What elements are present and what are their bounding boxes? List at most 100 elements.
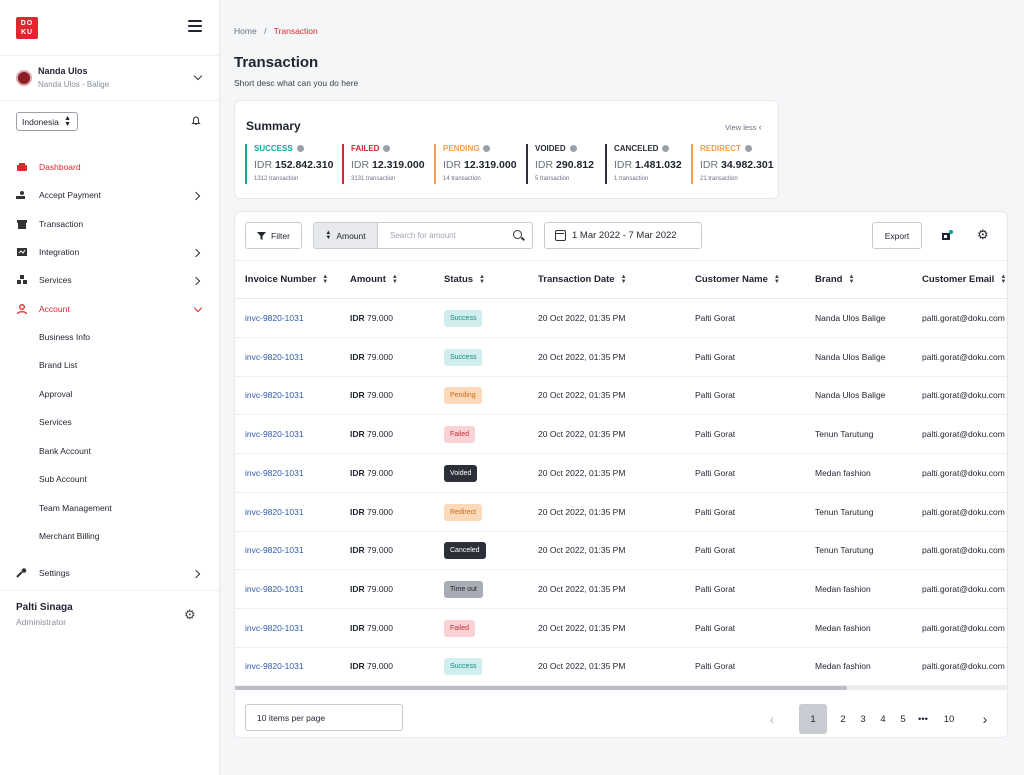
chevron-right-icon[interactable] — [191, 276, 201, 286]
table-row[interactable]: invc-9820-1031 IDR 79.000 Time out 20 Oct 2… — [235, 570, 1007, 609]
chevron-right-icon[interactable] — [191, 248, 201, 258]
amount-currency: IDR — [350, 390, 365, 401]
column-header[interactable]: Invoice Number ▲ ▼ — [245, 273, 329, 286]
merchant-switcher[interactable]: Nanda Ulos Nanda Ulos - Balige — [0, 55, 219, 101]
chevron-right-icon[interactable] — [191, 569, 201, 579]
transaction-date-cell: 20 Oct 2022, 01:35 PM — [538, 313, 626, 323]
info-icon[interactable] — [483, 145, 491, 152]
table-row[interactable]: invc-9820-1031 IDR 79.000 Success 20 Oct 20… — [235, 338, 1007, 377]
info-icon[interactable] — [662, 145, 670, 152]
invoice-link[interactable]: invc-9820-1031 — [245, 506, 304, 517]
sidebar-subitem-bank-account[interactable]: Bank Account — [39, 446, 91, 456]
column-header-label: Amount — [350, 274, 386, 285]
invoice-link[interactable]: invc-9820-1031 — [245, 313, 304, 323]
sidebar-item-accept-payment[interactable]: Accept Payment — [16, 188, 101, 202]
invoice-link[interactable]: invc-9820-1031 — [245, 545, 304, 556]
column-header[interactable]: Brand ▲ ▼ — [815, 273, 855, 286]
sidebar-subitem-brand-list[interactable]: Brand List — [39, 360, 78, 370]
sort-icon[interactable]: ▲ ▼ — [391, 273, 398, 285]
sidebar-item-integration[interactable]: Integration — [16, 245, 79, 259]
pagination-prev-icon[interactable]: ‹ — [769, 711, 775, 727]
brand-cell: Medan fashion — [815, 467, 871, 478]
amount-search-group: ▲ ▼ Amount Search for amount — [313, 222, 533, 249]
sidebar-subitem-business-info[interactable]: Business Info — [39, 332, 91, 342]
search-icon[interactable] — [513, 230, 522, 239]
info-icon[interactable] — [569, 145, 577, 152]
filter-button[interactable]: Filter — [245, 222, 302, 249]
invoice-link[interactable]: invc-9820-1031 — [245, 583, 304, 594]
sidebar-item-dashboard[interactable]: Dashboard — [16, 160, 81, 174]
sidebar-item-settings[interactable]: Settings — [16, 566, 70, 580]
sort-icon[interactable]: ▲ ▼ — [1000, 273, 1007, 285]
sidebar-subitem-services[interactable]: Services — [39, 417, 72, 427]
table-row[interactable]: invc-9820-1031 IDR 79.000 Voided 20 Oct 202… — [235, 454, 1007, 493]
sort-icon[interactable]: ▲ ▼ — [773, 273, 780, 285]
amount-value: 79.000 — [367, 583, 394, 594]
info-icon[interactable] — [744, 145, 752, 152]
scrollbar-thumb[interactable] — [235, 686, 847, 690]
country-select[interactable]: Indonesia ▲ ▼ — [16, 112, 78, 131]
invoice-link[interactable]: invc-9820-1031 — [245, 661, 304, 672]
doku-logo[interactable]: DO KU — [16, 17, 38, 39]
date-range-picker[interactable]: 1 Mar 2022 - 7 Mar 2022 — [544, 222, 702, 249]
sort-icon[interactable]: ▲ ▼ — [848, 273, 855, 285]
table-row[interactable]: invc-9820-1031 IDR 79.000 Success 20 Oct 20… — [235, 299, 1007, 338]
table-row[interactable]: invc-9820-1031 IDR 79.000 Redirect 20 Oct 2… — [235, 493, 1007, 532]
table-row[interactable]: invc-9820-1031 IDR 79.000 Canceled 20 Oct 2… — [235, 531, 1007, 571]
sort-icon[interactable]: ▲ ▼ — [479, 273, 485, 285]
customer-email-cell: palti.gorat@doku.com — [922, 467, 1005, 478]
amount-value: 79.000 — [367, 506, 394, 517]
pagination-page[interactable]: 2 — [840, 713, 846, 725]
pagination-next-icon[interactable]: › — [982, 711, 988, 727]
invoice-link[interactable]: invc-9820-1031 — [245, 467, 304, 478]
sidebar-subitem-sub-account[interactable]: Sub Account — [39, 474, 87, 484]
column-header[interactable]: Transaction Date ▲ ▼ — [538, 273, 627, 286]
sidebar-subitem-team-management[interactable]: Team Management — [39, 503, 112, 513]
sort-icon[interactable]: ▲ ▼ — [322, 273, 329, 285]
breadcrumb-home[interactable]: Home — [234, 26, 257, 36]
pagination-page[interactable]: 4 — [880, 713, 886, 725]
table-row[interactable]: invc-9820-1031 IDR 79.000 Success 20 Oct 20… — [235, 647, 1007, 687]
amount-select[interactable]: ▲ ▼ Amount — [314, 223, 378, 248]
column-header[interactable]: Customer Name ▲ ▼ — [695, 273, 780, 286]
invoice-link[interactable]: invc-9820-1031 — [245, 351, 304, 362]
info-icon[interactable] — [383, 145, 391, 152]
chevron-down-icon[interactable] — [193, 71, 203, 81]
pagination-page[interactable]: 1 — [799, 704, 827, 734]
pagination-page[interactable]: 3 — [860, 713, 866, 725]
gear-icon[interactable]: ⚙ — [184, 607, 196, 622]
info-icon[interactable] — [296, 145, 304, 152]
column-header[interactable]: Amount ▲ ▼ — [350, 273, 398, 286]
invoice-link[interactable]: invc-9820-1031 — [245, 622, 304, 633]
sidebar-subitem-approval[interactable]: Approval — [39, 389, 73, 399]
columns-icon[interactable] — [941, 230, 953, 242]
pagination-page[interactable]: 10 — [943, 713, 955, 725]
items-per-page-select[interactable]: 10 items per page — [245, 704, 403, 731]
status-badge: Redirect — [444, 503, 483, 521]
brand-cell: Tenun Tarutung — [815, 506, 874, 517]
sidebar-subitem-merchant-billing[interactable]: Merchant Billing — [39, 531, 100, 541]
hamburger-menu-icon[interactable] — [188, 20, 202, 32]
export-button[interactable]: Export — [872, 222, 922, 249]
table-settings-gear-icon[interactable]: ⚙ — [977, 227, 989, 242]
pagination-page[interactable]: 5 — [900, 713, 906, 725]
table-row[interactable]: invc-9820-1031 IDR 79.000 Failed 20 Oct 202… — [235, 415, 1007, 455]
sidebar-item-services[interactable]: Services — [16, 273, 72, 287]
view-less-link[interactable]: View less ‹ — [725, 122, 762, 132]
invoice-link[interactable]: invc-9820-1031 — [245, 390, 304, 401]
chevron-right-icon[interactable] — [191, 191, 201, 201]
sidebar-item-account[interactable]: Account — [16, 302, 70, 316]
amount-value: 79.000 — [367, 661, 394, 672]
horizontal-scrollbar[interactable] — [235, 686, 1007, 690]
table-row[interactable]: invc-9820-1031 IDR 79.000 Pending 20 Oct 20… — [235, 376, 1007, 416]
column-header[interactable]: Customer Email ▲ ▼ — [922, 273, 1007, 286]
chevron-down-icon[interactable] — [193, 303, 203, 313]
sidebar-item-transaction[interactable]: Transaction — [16, 217, 83, 231]
table-row[interactable]: invc-9820-1031 IDR 79.000 Failed 20 Oct 202… — [235, 609, 1007, 648]
amount-currency: IDR — [350, 545, 365, 556]
column-header[interactable]: Status ▲ ▼ — [444, 273, 485, 286]
invoice-link[interactable]: invc-9820-1031 — [245, 429, 304, 440]
bell-icon[interactable] — [191, 116, 201, 126]
search-input[interactable]: Search for amount — [390, 231, 456, 240]
sort-icon[interactable]: ▲ ▼ — [620, 273, 627, 285]
